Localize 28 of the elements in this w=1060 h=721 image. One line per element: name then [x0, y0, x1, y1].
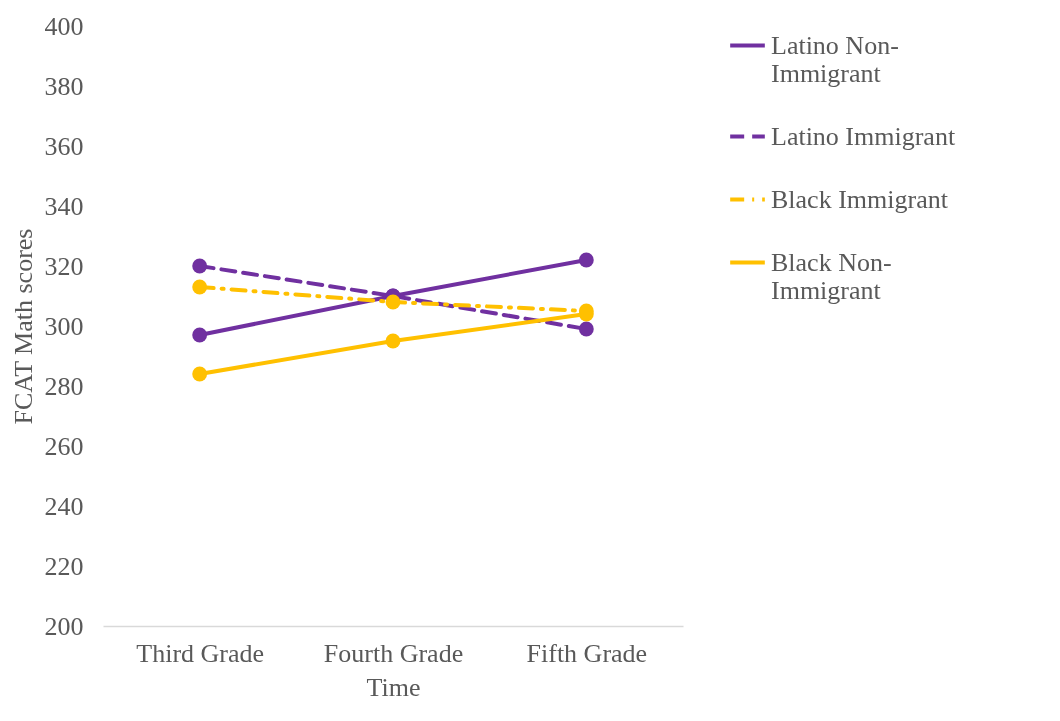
- x-axis-title: Time: [366, 672, 421, 702]
- point: [192, 258, 208, 274]
- y-tick-label: 320: [44, 251, 84, 281]
- point: [192, 279, 208, 295]
- point: [192, 366, 208, 382]
- point: [192, 327, 208, 343]
- point: [578, 321, 594, 337]
- y-tick-label: 360: [44, 131, 84, 161]
- legend-label: Black Immigrant: [771, 184, 949, 214]
- legend-label: Latino Non-Immigrant: [771, 30, 899, 88]
- y-tick-label: 200: [44, 611, 84, 641]
- x-tick-label: Fourth Grade: [323, 638, 464, 668]
- y-tick-label: 240: [44, 491, 84, 521]
- point: [385, 294, 401, 310]
- y-tick-label: 300: [44, 311, 84, 341]
- y-tick-label: 400: [44, 11, 84, 41]
- point: [578, 252, 594, 268]
- y-tick-label: 380: [44, 71, 84, 101]
- legend-label: Black Non-Immigrant: [771, 247, 892, 305]
- point: [385, 333, 401, 349]
- x-tick-label: Fifth Grade: [526, 638, 648, 668]
- x-tick-label: Third Grade: [136, 638, 265, 668]
- y-tick-label: 260: [44, 431, 84, 461]
- y-axis-title: FCAT Math scores: [8, 228, 38, 425]
- y-tick-label: 280: [44, 371, 84, 401]
- y-tick-label: 220: [44, 551, 84, 581]
- legend-label: Latino Immigrant: [771, 121, 956, 151]
- y-tick-label: 340: [44, 191, 84, 221]
